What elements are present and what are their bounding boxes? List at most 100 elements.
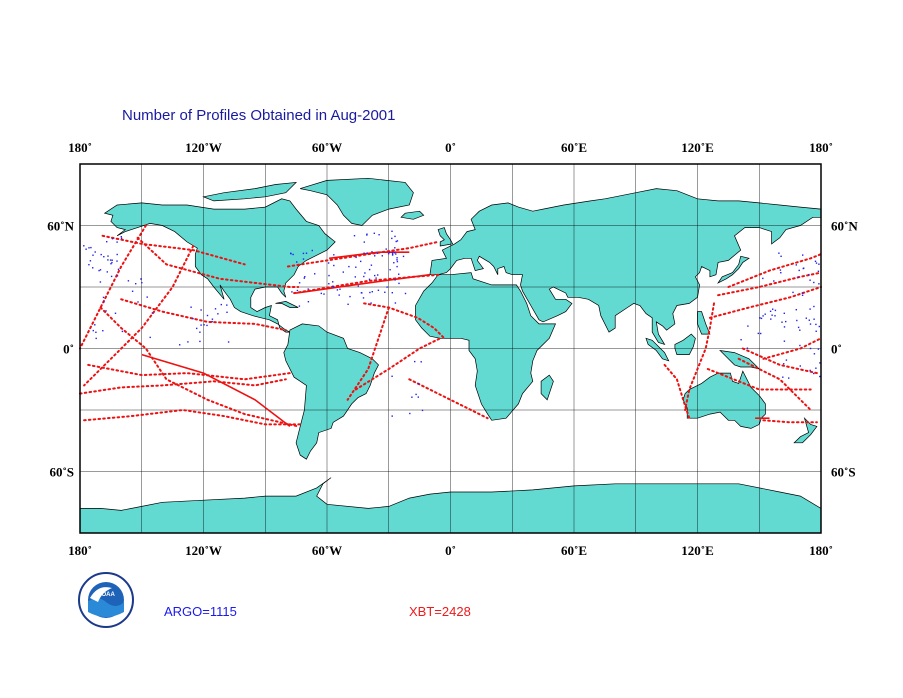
- lat-tick-label: 60˚N: [47, 219, 74, 234]
- xbt-track: [99, 306, 300, 428]
- lat-tick-label: 60˚N: [831, 219, 858, 234]
- argo-float: [817, 270, 820, 272]
- lon-tick-label: 180˚: [809, 140, 833, 155]
- argo-float: [402, 255, 405, 258]
- argo-float: [226, 311, 228, 313]
- argo-float: [815, 262, 818, 264]
- land-japan: [717, 255, 750, 284]
- argo-float: [384, 291, 386, 293]
- argo-float: [421, 409, 424, 412]
- argo-float: [774, 315, 776, 317]
- argo-float: [757, 332, 759, 335]
- land-iceland: [400, 210, 425, 220]
- argo-float: [376, 252, 378, 254]
- argo-float: [336, 289, 339, 291]
- argo-float: [99, 281, 102, 283]
- argo-float: [199, 331, 201, 333]
- argo-float: [759, 317, 761, 319]
- argo-float: [290, 253, 292, 255]
- argo-float: [779, 269, 782, 271]
- argo-float: [795, 264, 797, 266]
- argo-float: [296, 289, 299, 292]
- argo-float: [747, 325, 749, 327]
- argo-float: [813, 372, 815, 375]
- argo-float: [111, 261, 113, 264]
- argo-float: [120, 236, 122, 238]
- argo-float: [363, 241, 365, 243]
- argo-float: [364, 272, 366, 274]
- argo-float: [778, 252, 780, 254]
- argo-float: [414, 360, 416, 363]
- argo-float: [117, 268, 120, 270]
- argo-float: [770, 318, 772, 320]
- argo-float: [298, 282, 301, 284]
- lon-tick-label: 0˚: [445, 543, 456, 558]
- xbt-track: [727, 253, 822, 288]
- argo-float: [338, 294, 340, 296]
- xbt-track: [79, 224, 147, 350]
- argo-float: [799, 344, 801, 347]
- lon-tick-label: 120˚W: [185, 140, 222, 155]
- xbt-track: [141, 353, 291, 428]
- xbt-track: [708, 286, 822, 319]
- argo-float: [95, 337, 97, 340]
- argo-float: [206, 314, 209, 317]
- argo-float: [819, 362, 821, 364]
- argo-float: [760, 317, 763, 320]
- argo-float: [151, 312, 154, 314]
- argo-float: [814, 260, 817, 262]
- argo-float: [360, 260, 362, 263]
- argo-float: [102, 330, 104, 332]
- argo-float: [366, 233, 368, 235]
- lon-tick-label: 0˚: [445, 140, 456, 155]
- argo-float: [740, 339, 742, 341]
- xbt-track: [741, 347, 818, 375]
- argo-float: [391, 254, 394, 256]
- argo-float: [369, 291, 371, 294]
- argo-float: [773, 280, 775, 282]
- argo-float: [809, 308, 811, 310]
- argo-float: [802, 267, 804, 270]
- argo-float: [339, 288, 341, 290]
- argo-float: [332, 281, 334, 283]
- argo-float: [398, 273, 400, 275]
- lon-tick-label: 60˚E: [561, 543, 587, 558]
- land-greenland: [300, 177, 414, 226]
- lon-tick-label: 120˚E: [681, 543, 714, 558]
- argo-float: [762, 277, 764, 280]
- argo-float: [328, 274, 330, 277]
- lat-tick-label: 60˚S: [49, 465, 74, 480]
- argo-float: [348, 265, 350, 268]
- argo-float: [808, 319, 810, 321]
- svg-text:NOAA: NOAA: [97, 592, 115, 598]
- argo-float: [418, 383, 420, 385]
- argo-float: [771, 314, 773, 316]
- argo-float: [355, 266, 357, 268]
- argo-float: [764, 313, 766, 315]
- argo-float: [131, 290, 134, 292]
- argo-float: [813, 353, 816, 355]
- noaa-logo: NOAA: [78, 572, 134, 633]
- argo-float: [109, 259, 112, 261]
- argo-float: [813, 318, 815, 320]
- argo-float: [819, 375, 821, 378]
- argo-float: [361, 292, 363, 294]
- argo-float: [374, 255, 376, 257]
- argo-float: [94, 251, 96, 253]
- argo-float: [815, 367, 817, 369]
- xbt-track: [408, 378, 489, 420]
- argo-float: [795, 309, 797, 311]
- xbt-track: [663, 363, 691, 420]
- argo-float: [394, 302, 397, 304]
- argo-float: [818, 283, 820, 285]
- argo-floats: [83, 230, 821, 417]
- argo-float: [211, 320, 213, 323]
- xbt-count-label: XBT=2428: [409, 604, 471, 619]
- argo-float: [792, 291, 794, 294]
- argo-float: [200, 324, 202, 326]
- argo-float: [291, 291, 293, 293]
- xbt-track: [354, 337, 442, 391]
- argo-float: [802, 254, 804, 256]
- xbt-track: [295, 273, 431, 294]
- argo-float: [296, 261, 298, 263]
